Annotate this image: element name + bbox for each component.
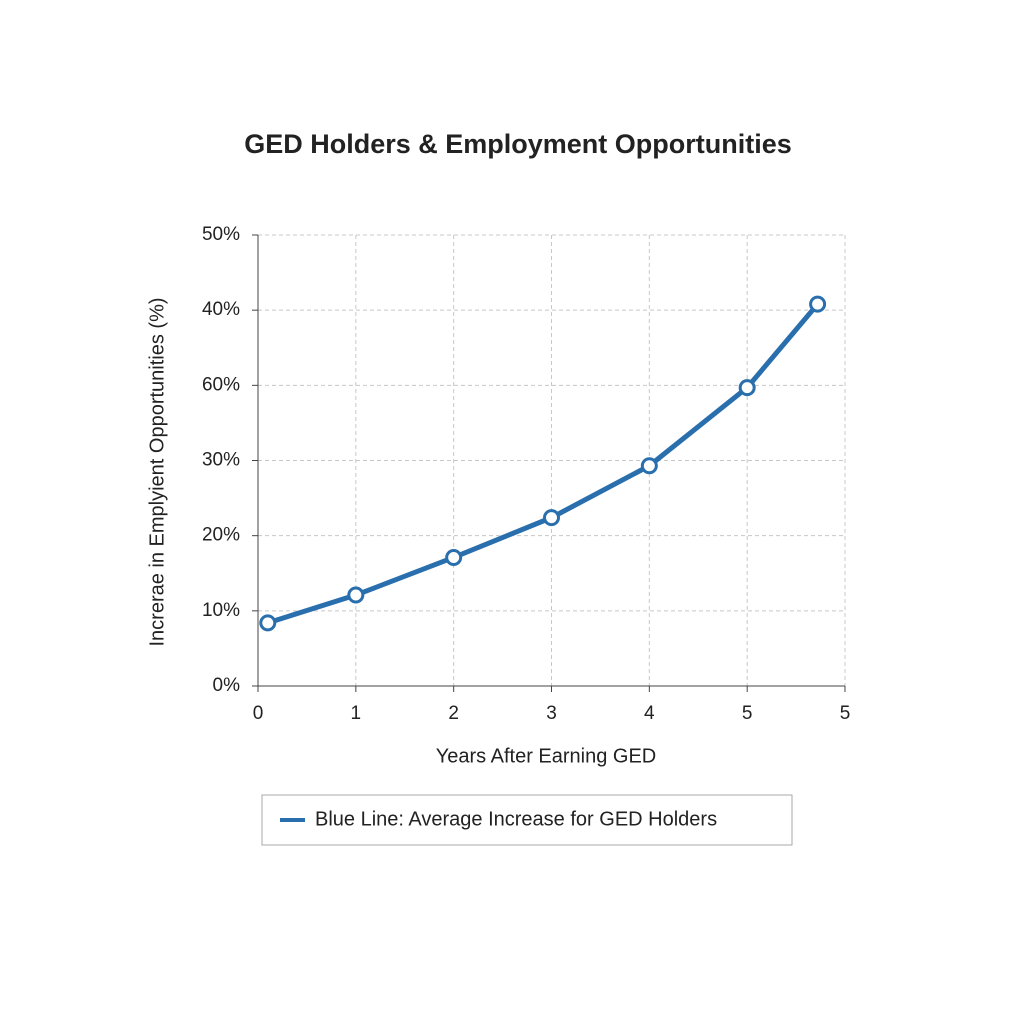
data-point xyxy=(259,614,277,632)
x-tick-label: 1 xyxy=(351,703,362,724)
x-tick-label: 4 xyxy=(644,703,655,724)
chart-title: GED Holders & Employment Opportunities xyxy=(244,129,792,159)
legend-label: Blue Line: Average Increase for GED Hold… xyxy=(315,808,717,830)
x-tick-label: 5 xyxy=(742,703,753,724)
data-line xyxy=(265,301,821,626)
x-axis-label: Years After Earning GED xyxy=(436,745,657,767)
data-point xyxy=(738,379,756,397)
y-axis-label: Increrae in Emplyient Opportunities (%) xyxy=(146,297,168,646)
y-tick-label: 20% xyxy=(202,525,240,546)
data-point xyxy=(445,548,463,566)
y-tick-label: 40% xyxy=(202,299,240,320)
x-tick-label: 5 xyxy=(840,703,851,724)
data-point xyxy=(809,295,827,313)
y-tick-label: 30% xyxy=(202,450,240,471)
data-point xyxy=(640,457,658,475)
legend-box xyxy=(261,794,793,846)
y-tick-label: 10% xyxy=(202,600,240,621)
x-tick-label: 3 xyxy=(546,703,557,724)
data-point xyxy=(347,586,365,604)
x-tick-label: 0 xyxy=(253,703,264,724)
data-point xyxy=(543,509,560,527)
y-tick-label: 60% xyxy=(202,374,240,395)
x-tick-label: 2 xyxy=(448,703,459,724)
y-tick-label: 0% xyxy=(213,675,241,696)
y-tick-label: 50% xyxy=(202,224,240,245)
